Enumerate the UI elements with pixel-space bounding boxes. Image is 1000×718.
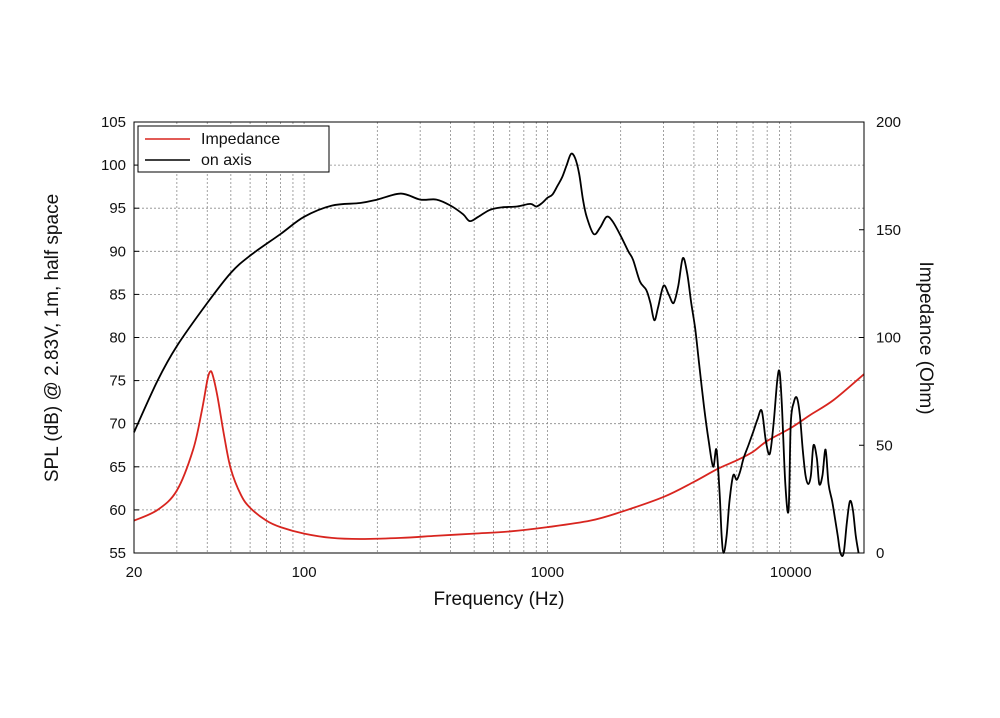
legend-box	[137, 125, 330, 173]
series-line-impedance	[133, 370, 865, 540]
right-tick-label: 0	[876, 545, 884, 562]
left-tick-label: 90	[109, 243, 126, 260]
right-tick-label: 200	[876, 114, 901, 131]
right-axis-title: Impedance (Ohm)	[915, 261, 936, 414]
x-tick-label: 10000	[770, 564, 812, 581]
left-tick-label: 55	[109, 545, 126, 562]
left-tick-label: 60	[109, 502, 126, 519]
left-tick-label: 65	[109, 459, 126, 476]
series-line-on-axis	[133, 152, 860, 557]
x-tick-label: 1000	[531, 564, 564, 581]
left-tick-label: 85	[109, 286, 126, 303]
right-tick-label: 50	[876, 437, 893, 454]
legend-label-impedance: Impedance	[201, 131, 280, 148]
x-axis-ticks: 20 100 1000 10000	[126, 564, 812, 581]
series-layer	[133, 152, 865, 557]
left-axis-title: SPL (dB) @ 2.83V, 1m, half space	[42, 194, 63, 482]
right-tick-label: 150	[876, 222, 901, 239]
left-axis-ticks: 55 60 65 70 75 80 85 90 95 100 105	[101, 114, 139, 562]
right-axis-ticks: 0 50 100 150 200	[859, 114, 901, 562]
left-tick-label: 100	[101, 157, 126, 174]
left-tick-label: 70	[109, 416, 126, 433]
grid-lines	[134, 122, 864, 553]
legend: Impedance on axis	[137, 125, 330, 173]
legend-label-on-axis: on axis	[201, 152, 252, 169]
right-tick-label: 100	[876, 330, 901, 347]
left-tick-label: 75	[109, 373, 126, 390]
left-tick-label: 80	[109, 330, 126, 347]
left-tick-label: 95	[109, 200, 126, 217]
x-tick-label: 100	[292, 564, 317, 581]
left-tick-label: 105	[101, 114, 126, 131]
x-tick-label: 20	[126, 564, 143, 581]
x-axis-title: Frequency (Hz)	[434, 589, 565, 610]
